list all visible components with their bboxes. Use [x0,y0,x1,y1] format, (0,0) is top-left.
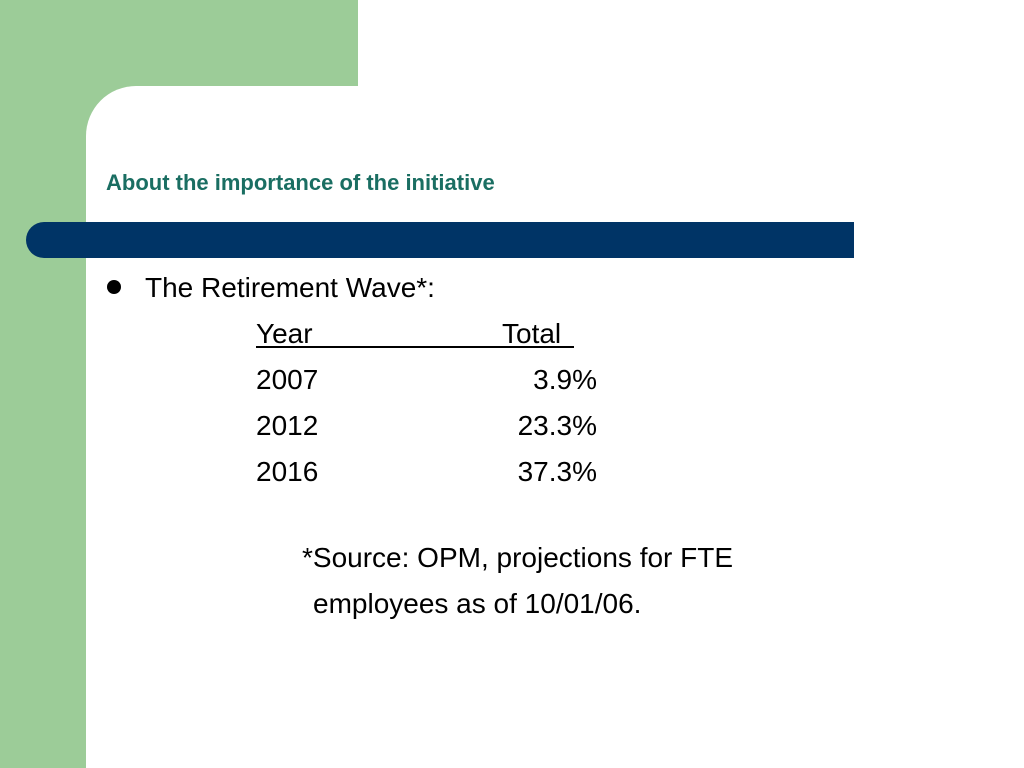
table-header-year: Year [256,318,313,349]
table-row-year: 2016 [256,456,319,487]
header-underline [256,346,574,348]
bullet-text: The Retirement Wave*: [145,272,435,303]
bullet-icon [107,280,121,294]
slide-title: About the importance of the initiative [106,170,495,195]
table-row-year: 2012 [256,410,319,441]
table-row-year: 2007 [256,364,319,395]
title-divider-bar [26,222,854,258]
source-note-line-1: *Source: OPM, projections for FTE [302,542,734,573]
table-header-total: Total [502,318,562,349]
content-panel [86,86,1024,768]
table-row-total: 23.3% [517,410,597,441]
table-row-total: 37.3% [517,456,597,487]
source-note-line-2: employees as of 10/01/06. [313,588,642,619]
table-row-total: 3.9% [533,364,597,395]
